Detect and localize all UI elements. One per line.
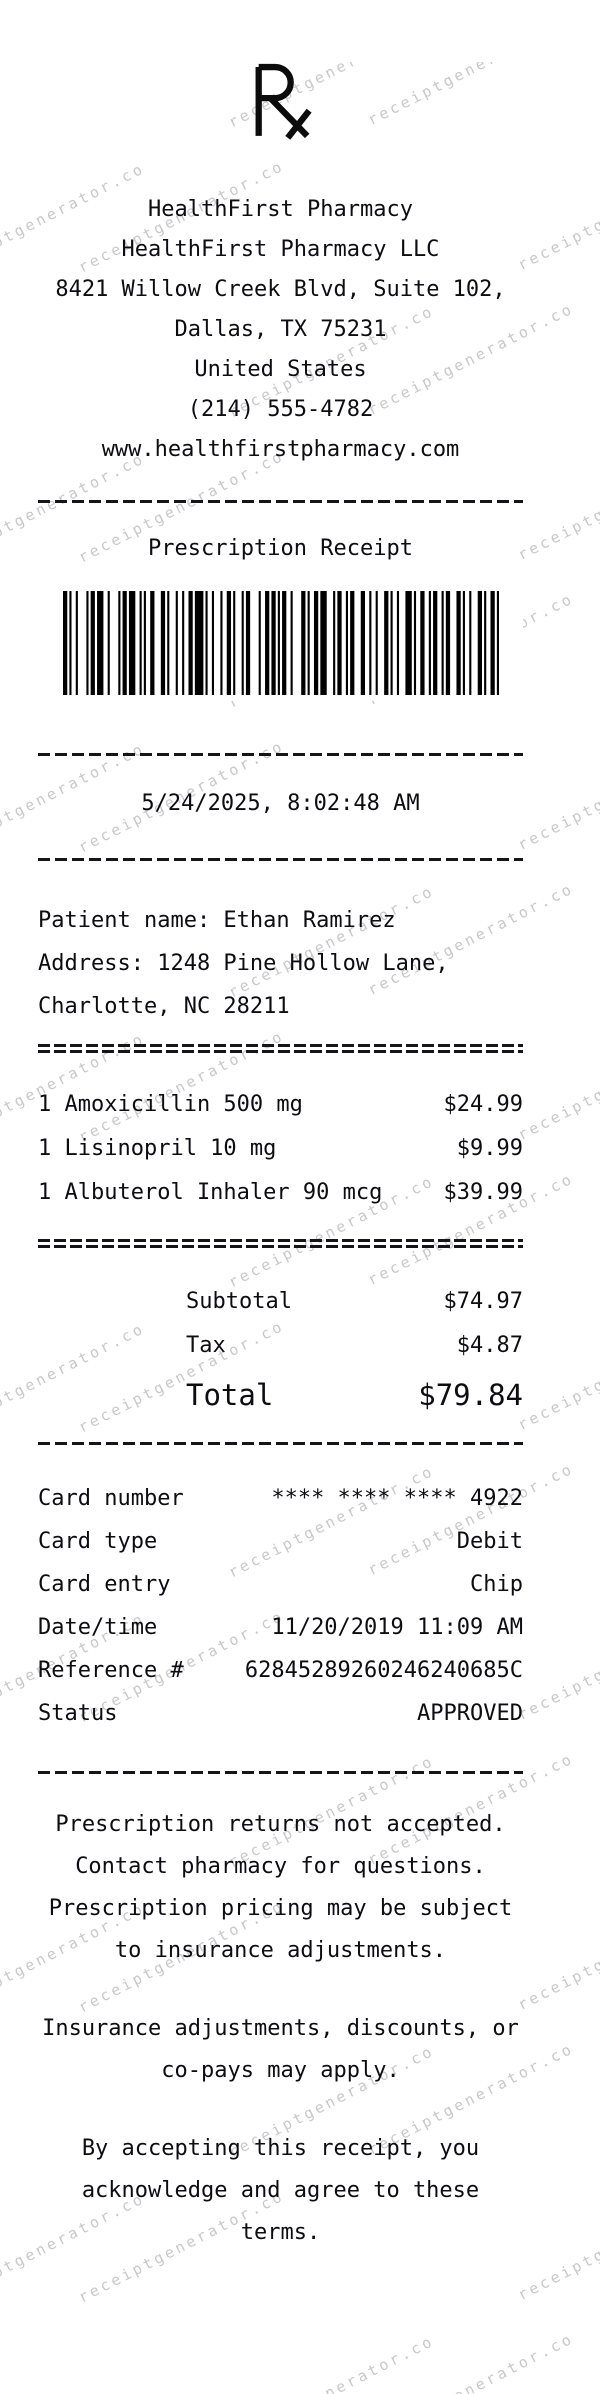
store-country: United States bbox=[194, 357, 367, 382]
payment-value: Debit bbox=[456, 1529, 523, 1554]
patient-name: Patient name: Ethan Ramirez bbox=[38, 908, 396, 933]
store-address-line1: 8421 Willow Creek Blvd, Suite 102, bbox=[55, 277, 506, 302]
item-row: 1 Albuterol Inhaler 90 mcg $39.99 bbox=[38, 1171, 523, 1215]
payment-info: Card number **** **** **** 4922 Card typ… bbox=[38, 1477, 523, 1735]
store-legal-name: HealthFirst Pharmacy LLC bbox=[121, 237, 440, 262]
subtotal-value: $74.97 bbox=[443, 1289, 523, 1314]
payment-label: Reference # bbox=[38, 1658, 184, 1683]
double-divider bbox=[38, 1044, 523, 1053]
barcode bbox=[38, 591, 523, 701]
payment-value: 11/20/2019 11:09 AM bbox=[271, 1615, 523, 1640]
double-divider bbox=[38, 1239, 523, 1248]
payment-value: Chip bbox=[470, 1572, 523, 1597]
footer-terms-2: Insurance adjustments, discounts, or co-… bbox=[42, 2016, 519, 2083]
total-label: Total bbox=[186, 1378, 274, 1412]
store-phone: (214) 555-4782 bbox=[187, 397, 374, 422]
totals: Subtotal $74.97 Tax $4.87 Total $79.84 bbox=[38, 1280, 523, 1422]
barcode-image bbox=[62, 591, 499, 695]
total-value: $79.84 bbox=[418, 1378, 523, 1412]
payment-label: Status bbox=[38, 1701, 118, 1726]
payment-row: Card number **** **** **** 4922 bbox=[38, 1477, 523, 1520]
dashed-divider bbox=[38, 753, 523, 756]
item-name: 1 Amoxicillin 500 mg bbox=[38, 1092, 303, 1117]
dashed-divider bbox=[38, 1442, 523, 1445]
item-name: 1 Lisinopril 10 mg bbox=[38, 1136, 277, 1161]
payment-row: Date/time 11/20/2019 11:09 AM bbox=[38, 1606, 523, 1649]
items-list: 1 Amoxicillin 500 mg $24.99 1 Lisinopril… bbox=[38, 1083, 523, 1215]
item-row: 1 Lisinopril 10 mg $9.99 bbox=[38, 1127, 523, 1171]
footer-terms-1: Prescription returns not accepted. Conta… bbox=[48, 1812, 513, 1963]
payment-value: 62845289260246240685C bbox=[244, 1658, 523, 1683]
payment-label: Date/time bbox=[38, 1615, 158, 1640]
dashed-divider bbox=[38, 500, 523, 503]
store-name: HealthFirst Pharmacy bbox=[148, 197, 413, 222]
store-header: HealthFirst Pharmacy HealthFirst Pharmac… bbox=[38, 190, 523, 470]
payment-label: Card type bbox=[38, 1529, 158, 1554]
dashed-divider bbox=[38, 858, 523, 861]
patient-address-line1: Address: 1248 Pine Hollow Lane, bbox=[38, 951, 449, 976]
item-row: 1 Amoxicillin 500 mg $24.99 bbox=[38, 1083, 523, 1127]
pharmacy-receipt: HealthFirst Pharmacy HealthFirst Pharmac… bbox=[38, 62, 523, 2254]
tax-label: Tax bbox=[186, 1333, 226, 1358]
receipt-datetime: 5/24/2025, 8:02:48 AM bbox=[141, 791, 420, 816]
item-price: $24.99 bbox=[443, 1092, 523, 1117]
footer-terms-3: By accepting this receipt, you acknowled… bbox=[81, 2136, 480, 2245]
payment-row: Reference # 62845289260246240685C bbox=[38, 1649, 523, 1692]
payment-label: Card number bbox=[38, 1486, 184, 1511]
patient-address-line2: Charlotte, NC 28211 bbox=[38, 994, 290, 1019]
status-value: APPROVED bbox=[417, 1701, 523, 1726]
item-price: $39.99 bbox=[443, 1180, 523, 1205]
dashed-divider bbox=[38, 1771, 523, 1774]
payment-label: Card entry bbox=[38, 1572, 171, 1597]
subtotal-label: Subtotal bbox=[186, 1289, 292, 1314]
tax-row: Tax $4.87 bbox=[38, 1324, 523, 1368]
payment-value: **** **** **** 4922 bbox=[271, 1486, 523, 1511]
store-address-line2: Dallas, TX 75231 bbox=[174, 317, 387, 342]
receipt-title: Prescription Receipt bbox=[148, 536, 413, 561]
store-website: www.healthfirstpharmacy.com bbox=[101, 437, 460, 462]
rx-symbol-icon bbox=[255, 63, 312, 140]
item-price: $9.99 bbox=[456, 1136, 523, 1161]
patient-info: Patient name: Ethan Ramirez Address: 124… bbox=[38, 899, 523, 1028]
payment-row: Status APPROVED bbox=[38, 1692, 523, 1735]
item-name: 1 Albuterol Inhaler 90 mcg bbox=[38, 1180, 383, 1205]
rx-logo bbox=[38, 62, 523, 146]
payment-row: Card type Debit bbox=[38, 1520, 523, 1563]
subtotal-row: Subtotal $74.97 bbox=[38, 1280, 523, 1324]
tax-value: $4.87 bbox=[456, 1333, 523, 1358]
total-row: Total $79.84 bbox=[38, 1368, 523, 1422]
payment-row: Card entry Chip bbox=[38, 1563, 523, 1606]
